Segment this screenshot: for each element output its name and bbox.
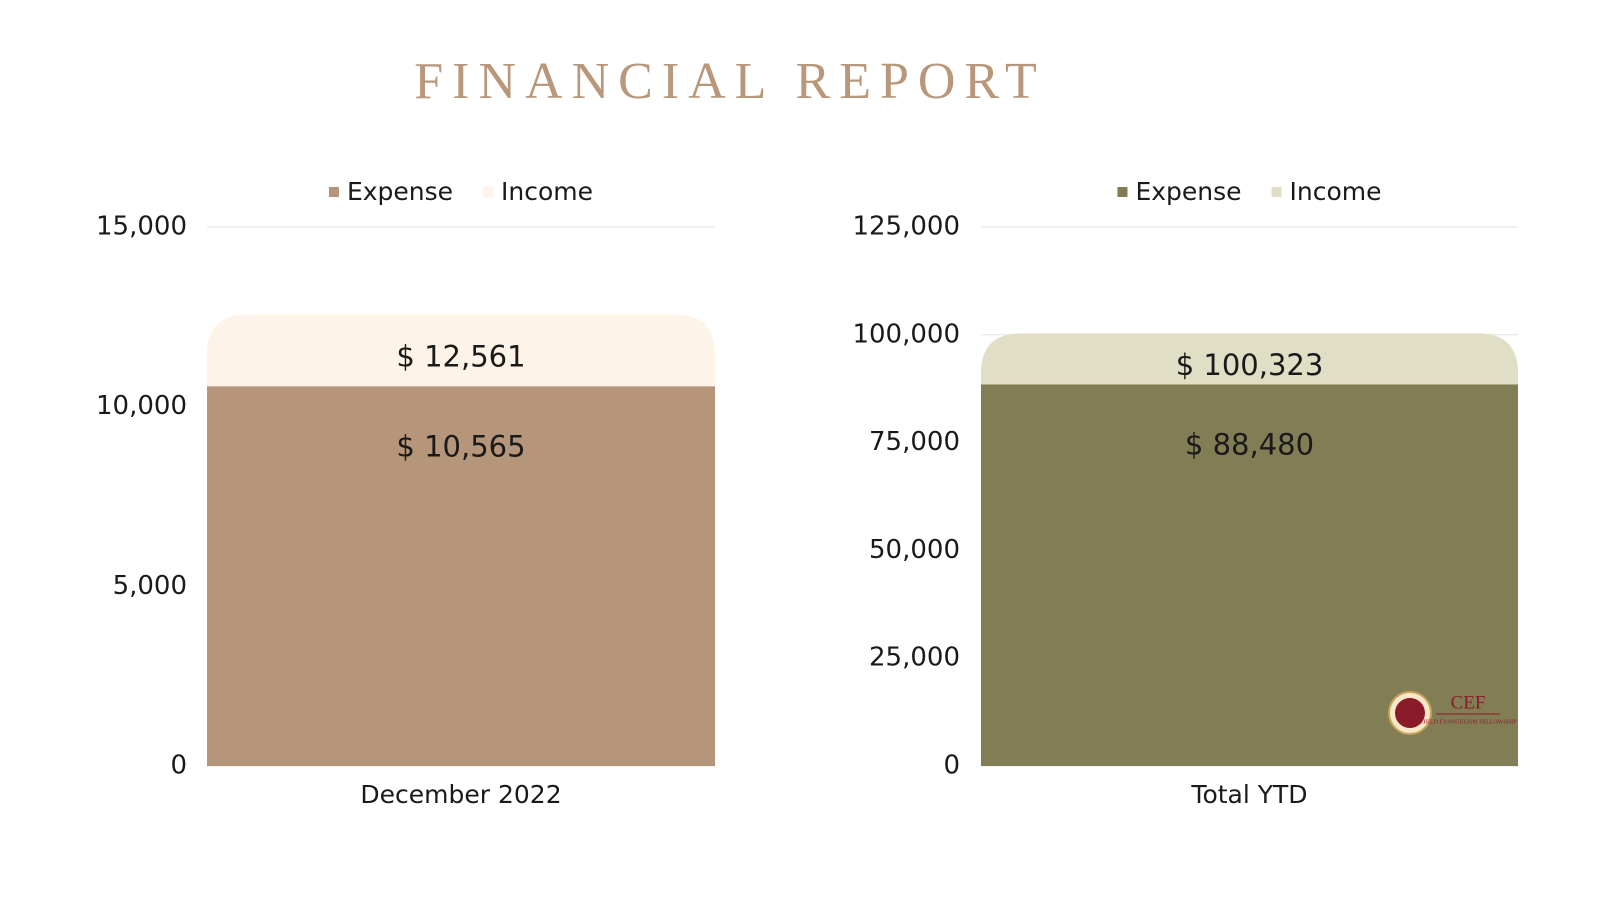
y-tick-label: 5,000 (113, 571, 187, 601)
x-tick-label: December 2022 (360, 780, 561, 809)
legend-label: Expense (347, 177, 453, 206)
y-tick-label: 25,000 (869, 643, 960, 673)
logo-emblem-inner (1395, 698, 1425, 728)
y-tick-label: 10,000 (96, 391, 187, 421)
value-label: $ 12,561 (396, 340, 525, 374)
legend-label: Expense (1135, 177, 1241, 206)
legend-swatch (328, 187, 339, 197)
x-tick-label: Total YTD (1190, 780, 1307, 809)
legend: Expense Income (1117, 177, 1382, 206)
y-tick-label: 75,000 (869, 427, 960, 457)
page-title: FINANCIAL REPORT (414, 53, 1046, 110)
value-label: $ 10,565 (396, 429, 525, 463)
value-label: $ 100,323 (1176, 348, 1324, 382)
value-label: $ 88,480 (1185, 427, 1314, 461)
legend-label: Income (1290, 177, 1382, 206)
y-tick-label: 15,000 (96, 212, 187, 242)
legend-label: Income (501, 177, 593, 206)
charts: 0 5,000 10,000 15,000 December 2022 $ 12,561 $… (96, 177, 1518, 809)
y-tick-label: 125,000 (852, 212, 960, 242)
y-tick-label: 0 (170, 751, 187, 781)
legend: Expense Income (328, 177, 593, 206)
legend-swatch (1271, 187, 1282, 197)
logo-subtitle: CHILD EVANGELISM FELLOWSHIP (1420, 719, 1518, 725)
y-tick-label: 100,000 (852, 319, 960, 349)
y-tick-label: 0 (943, 751, 960, 781)
logo-name: CEF (1451, 692, 1486, 713)
y-tick-label: 50,000 (869, 535, 960, 565)
legend-swatch (483, 187, 494, 197)
bar (207, 386, 715, 766)
logo: CEF CHILD EVANGELISM FELLOWSHIP (1388, 691, 1518, 735)
legend-swatch (1117, 187, 1128, 197)
